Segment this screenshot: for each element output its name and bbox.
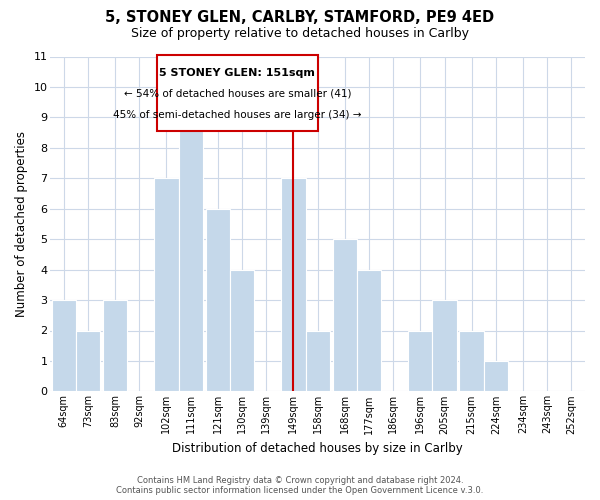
Bar <box>408 330 433 392</box>
Bar <box>179 118 203 392</box>
Text: 5, STONEY GLEN, CARLBY, STAMFORD, PE9 4ED: 5, STONEY GLEN, CARLBY, STAMFORD, PE9 4E… <box>106 10 494 25</box>
Bar <box>206 208 230 392</box>
Text: Contains HM Land Registry data © Crown copyright and database right 2024.
Contai: Contains HM Land Registry data © Crown c… <box>116 476 484 495</box>
Bar <box>484 361 508 392</box>
Bar <box>357 270 381 392</box>
Bar <box>230 270 254 392</box>
Bar <box>460 330 484 392</box>
Text: Size of property relative to detached houses in Carlby: Size of property relative to detached ho… <box>131 28 469 40</box>
Bar <box>76 330 100 392</box>
Bar <box>154 178 179 392</box>
Bar <box>52 300 76 392</box>
Text: 45% of semi-detached houses are larger (34) →: 45% of semi-detached houses are larger (… <box>113 110 362 120</box>
FancyBboxPatch shape <box>157 55 317 131</box>
Bar <box>281 178 305 392</box>
Bar <box>332 239 357 392</box>
Bar <box>305 330 330 392</box>
X-axis label: Distribution of detached houses by size in Carlby: Distribution of detached houses by size … <box>172 442 463 455</box>
Bar <box>433 300 457 392</box>
Text: ← 54% of detached houses are smaller (41): ← 54% of detached houses are smaller (41… <box>124 88 351 99</box>
Y-axis label: Number of detached properties: Number of detached properties <box>15 131 28 317</box>
Text: 5 STONEY GLEN: 151sqm: 5 STONEY GLEN: 151sqm <box>160 68 315 78</box>
Bar <box>103 300 127 392</box>
